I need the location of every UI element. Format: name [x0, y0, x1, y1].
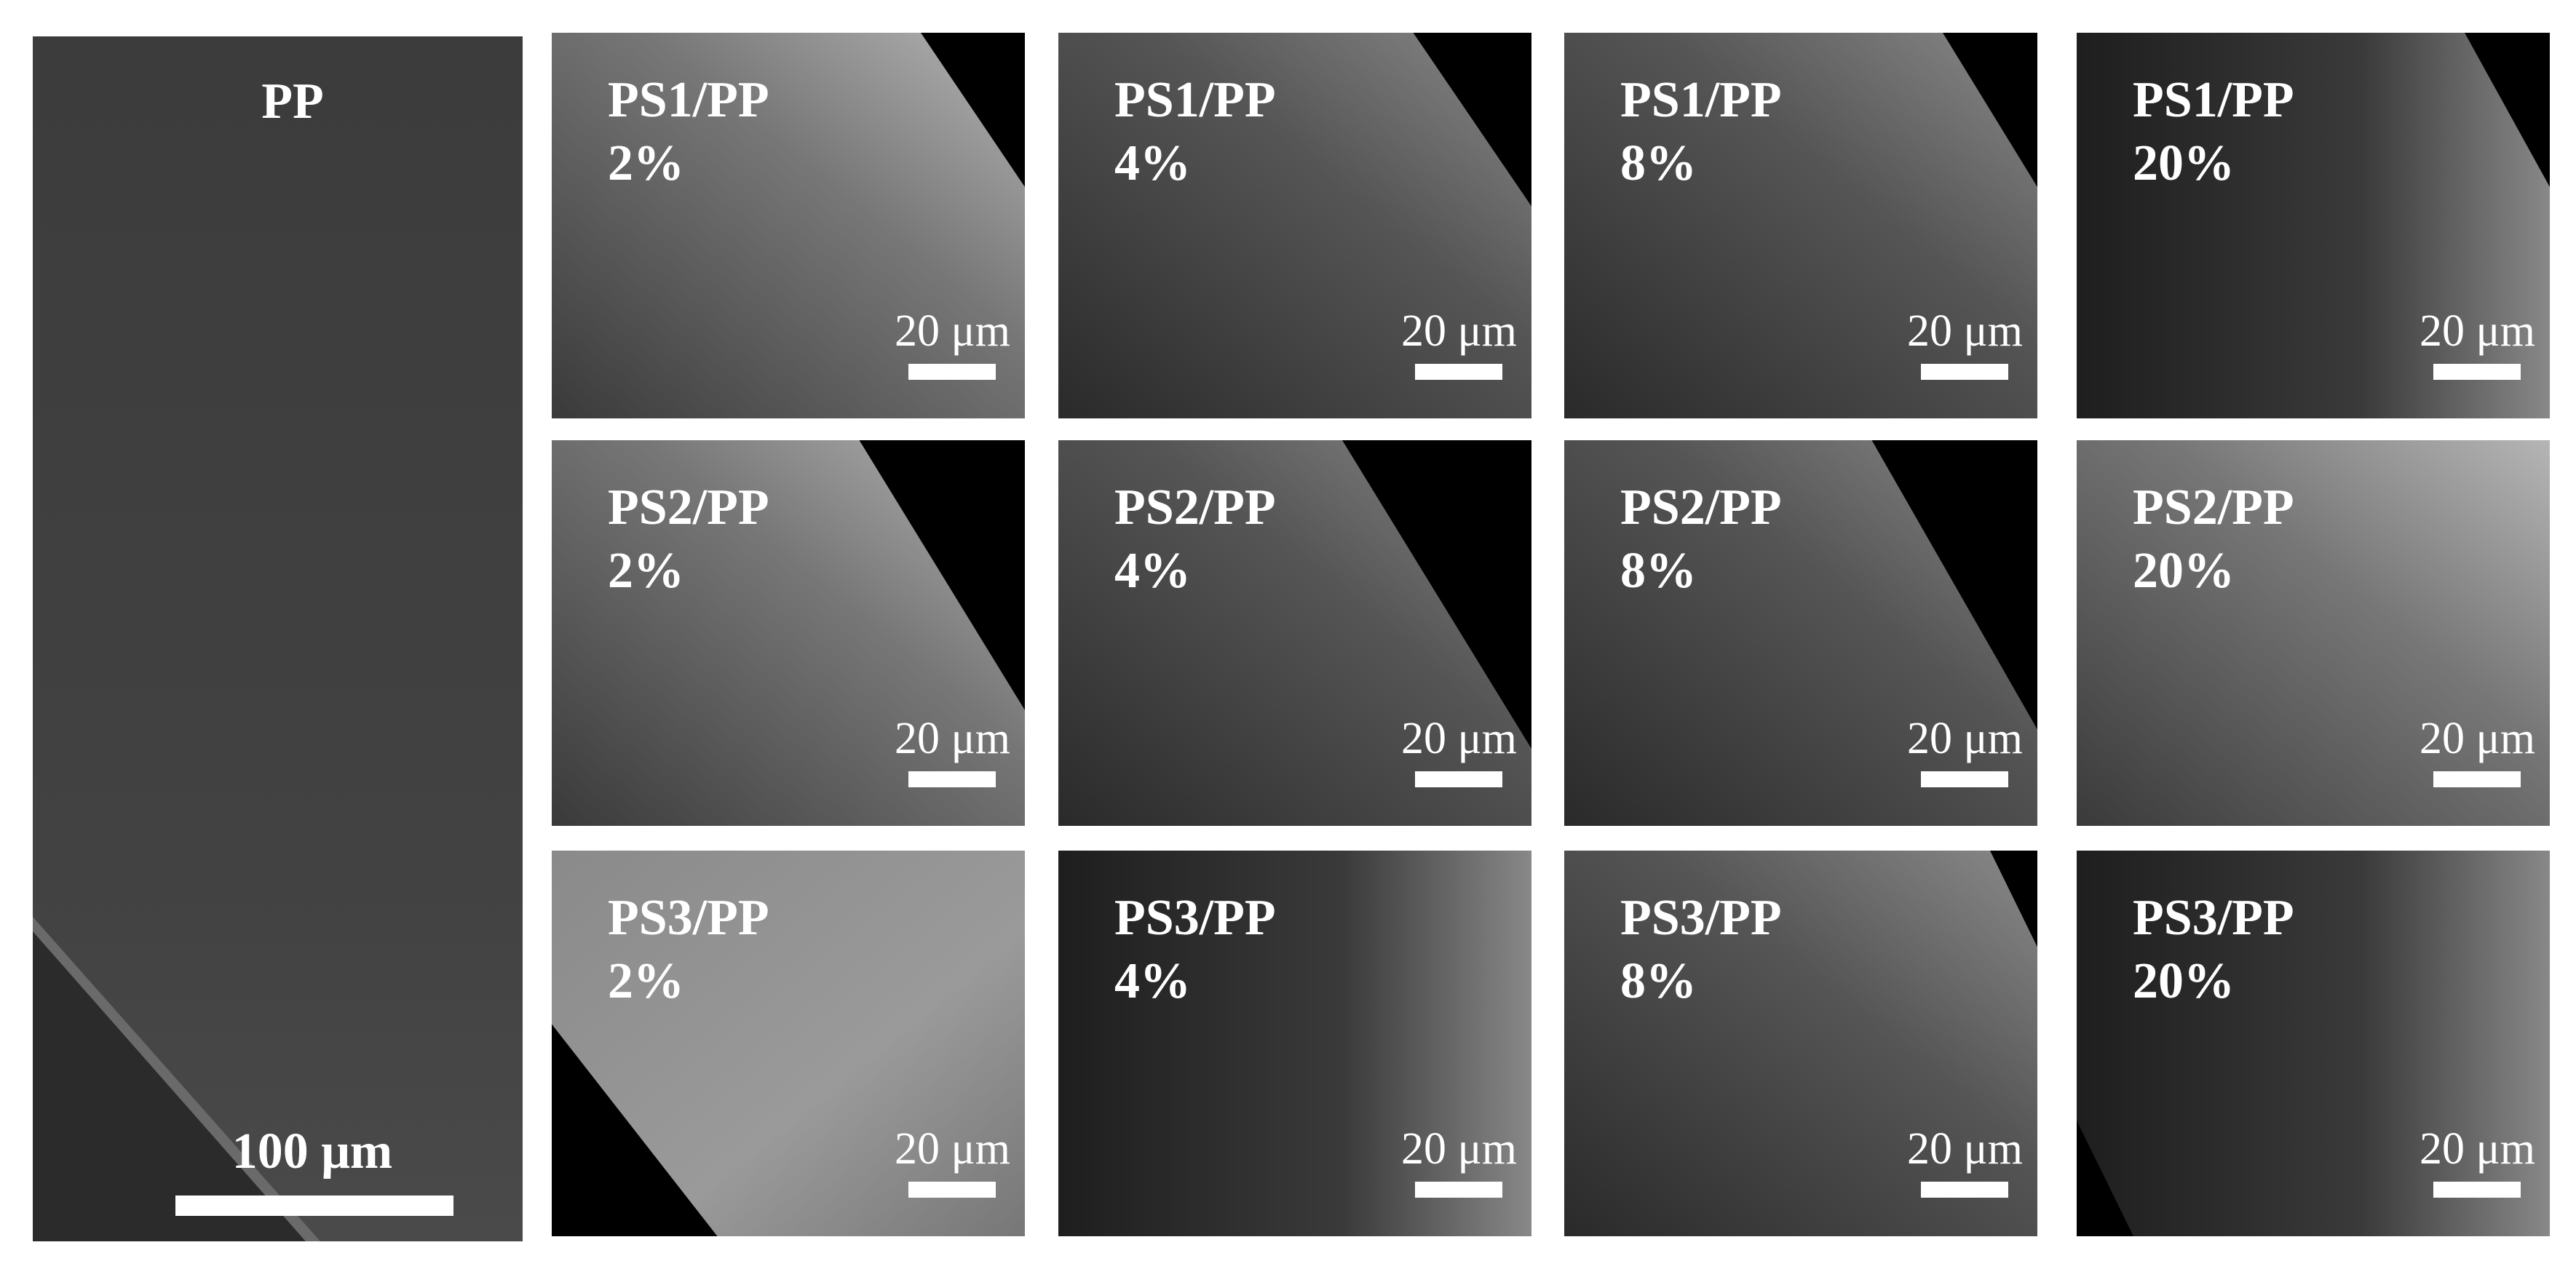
- loading-label: 8%: [1620, 543, 1697, 599]
- loading-label: 4%: [1114, 543, 1191, 599]
- micrograph: [552, 33, 1025, 418]
- micrograph-panel: PS2/PP 8% 20 μm: [1564, 440, 2037, 826]
- sample-label: PS1/PP: [2133, 72, 2294, 128]
- micrograph-panel: PS1/PP 4% 20 μm: [1058, 33, 1531, 418]
- micrograph-panel: PS2/PP 2% 20 μm: [552, 440, 1025, 826]
- sample-label: PS3/PP: [1620, 890, 1782, 946]
- scale-bar-label: 20 μm: [1907, 306, 2023, 356]
- scale-bar-label: 20 μm: [1401, 1124, 1517, 1174]
- scale-bar-label: 20 μm: [895, 714, 1010, 763]
- sample-label: PS2/PP: [1114, 480, 1276, 536]
- scale-bar: [1415, 1182, 1502, 1198]
- micrograph: [2077, 851, 2550, 1236]
- scale-bar-label: 20 μm: [2420, 306, 2535, 356]
- scale-bar: [2433, 771, 2521, 787]
- loading-label: 8%: [1620, 953, 1697, 1009]
- scale-bar: [175, 1196, 453, 1216]
- sample-label: PS1/PP: [608, 72, 769, 128]
- scale-bar: [1921, 771, 2008, 787]
- loading-label: 8%: [1620, 135, 1697, 191]
- scale-bar: [908, 771, 996, 787]
- background: [1871, 440, 2037, 730]
- scale-bar-label: 100 μm: [232, 1123, 393, 1179]
- scale-bar-label: 20 μm: [1907, 714, 2023, 763]
- scale-bar-label: 20 μm: [2420, 1124, 2535, 1174]
- sample-label: PS1/PP: [1620, 72, 1782, 128]
- scale-bar: [2433, 1182, 2521, 1198]
- sample-label: PS3/PP: [2133, 890, 2294, 946]
- background: [1413, 33, 1531, 207]
- micrograph-panel: PS1/PP 20% 20 μm: [2077, 33, 2550, 418]
- sample-label: PS2/PP: [608, 480, 769, 536]
- loading-label: 2%: [608, 543, 684, 599]
- sample-label: PS2/PP: [1620, 480, 1782, 536]
- background: [1342, 440, 1531, 749]
- micrograph-panel: PS1/PP 2% 20 μm: [552, 33, 1025, 418]
- micrograph-panel: PS1/PP 8% 20 μm: [1564, 33, 2037, 418]
- background: [552, 1024, 718, 1236]
- micrograph-panel: PS2/PP 4% 20 μm: [1058, 440, 1531, 826]
- micrograph-panel: PS2/PP 20% 20 μm: [2077, 440, 2550, 826]
- loading-label: 20%: [2133, 135, 2235, 191]
- micrograph-panel: PS3/PP 4% 20 μm: [1058, 851, 1531, 1236]
- background: [1990, 851, 2037, 947]
- micrograph-panel: PS3/PP 20% 20 μm: [2077, 851, 2550, 1236]
- background: [859, 440, 1025, 710]
- scale-bar-label: 20 μm: [1401, 714, 1517, 763]
- sample-label: PS2/PP: [2133, 480, 2294, 536]
- micrograph-panel: PS3/PP 8% 20 μm: [1564, 851, 2037, 1236]
- background: [2077, 1121, 2133, 1236]
- scale-bar-label: 20 μm: [1907, 1124, 2023, 1174]
- scale-bar-label: 20 μm: [895, 1124, 1010, 1174]
- scale-bar: [1921, 1182, 2008, 1198]
- scale-bar-label: 20 μm: [1401, 306, 1517, 356]
- loading-label: 2%: [608, 135, 684, 191]
- scale-bar: [1415, 364, 1502, 380]
- micrograph: [1564, 33, 2037, 418]
- sample-label: PS1/PP: [1114, 72, 1276, 128]
- fiber-rim: [33, 917, 320, 1241]
- loading-label: 4%: [1114, 135, 1191, 191]
- panel-label: PP: [261, 73, 324, 130]
- scale-bar: [908, 364, 996, 380]
- scale-bar-label: 20 μm: [2420, 714, 2535, 763]
- sample-label: PS3/PP: [608, 890, 769, 946]
- micrograph-panel: PS3/PP 2% 20 μm: [552, 851, 1025, 1236]
- background: [2465, 33, 2550, 187]
- micrograph: [2077, 440, 2550, 826]
- scale-bar: [2433, 364, 2521, 380]
- scale-bar: [1921, 364, 2008, 380]
- loading-label: 4%: [1114, 953, 1191, 1009]
- background: [1943, 33, 2037, 187]
- overview-panel: PP 100 μm: [33, 36, 523, 1241]
- loading-label: 20%: [2133, 953, 2235, 1009]
- scale-bar-label: 20 μm: [895, 306, 1010, 356]
- micrograph: [1058, 851, 1531, 1236]
- loading-label: 20%: [2133, 543, 2235, 599]
- loading-label: 2%: [608, 953, 684, 1009]
- micrograph: [1564, 851, 2037, 1236]
- background: [921, 33, 1025, 187]
- sample-label: PS3/PP: [1114, 890, 1276, 946]
- scale-bar: [908, 1182, 996, 1198]
- micrograph: [2077, 33, 2550, 418]
- micrograph: [1058, 33, 1531, 418]
- scale-bar: [1415, 771, 1502, 787]
